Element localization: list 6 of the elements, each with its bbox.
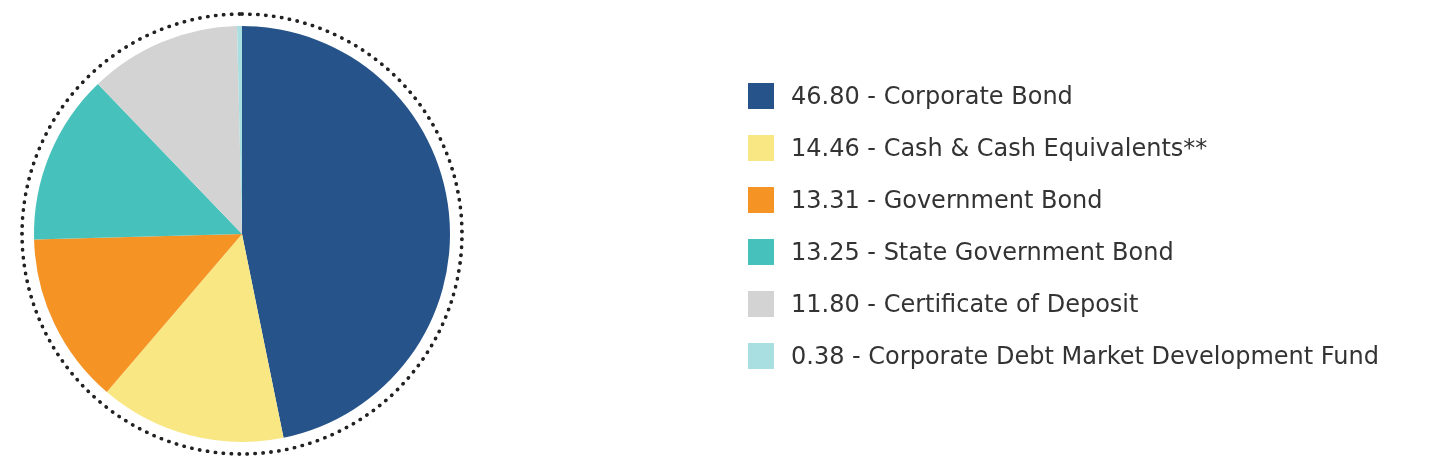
legend-label: 0.38 - Corporate Debt Market Development Fund [791,342,1379,370]
legend-label: 46.80 - Corporate Bond [791,82,1073,110]
legend-label: 13.25 - State Government Bond [791,238,1174,266]
legend-label: 11.80 - Certificate of Deposit [791,290,1139,318]
legend-label: 14.46 - Cash & Cash Equivalents** [791,134,1208,162]
legend-label: 13.31 - Government Bond [791,186,1103,214]
